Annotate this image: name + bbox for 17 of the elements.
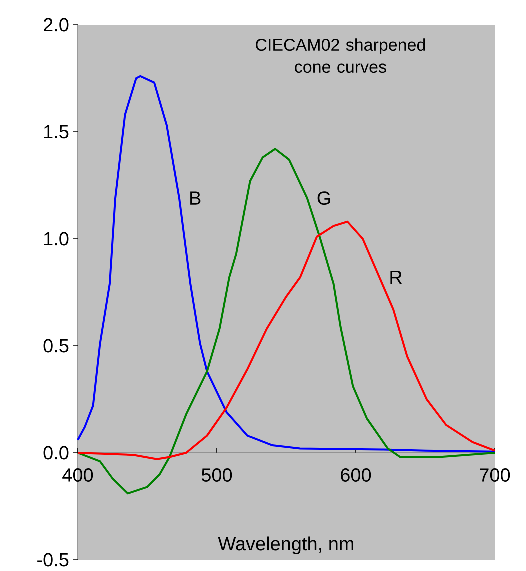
y-tick-label: 1.0 [44, 232, 69, 246]
line-series [77, 75, 496, 453]
y-tick-label: 0.0 [44, 446, 69, 460]
x-tick-label: 400 [62, 468, 94, 482]
x-axis-title: Wavelength, nm [218, 536, 354, 554]
x-tick-label: 600 [341, 468, 372, 482]
series-label: B [190, 192, 201, 205]
y-tick-label: 2.0 [44, 18, 69, 32]
series-label: R [390, 270, 402, 284]
text: CIECAM02 sharpened cone curves [256, 38, 426, 74]
y-tick-label: 1.5 [44, 125, 69, 139]
y-tick-label: 0.5 [44, 339, 69, 353]
line-series [77, 220, 496, 460]
series-label: G [318, 192, 330, 206]
x-tick-label: 700 [480, 468, 510, 482]
x-tick-label: 500 [202, 468, 232, 482]
y-tick-label: -0.5 [38, 553, 69, 567]
